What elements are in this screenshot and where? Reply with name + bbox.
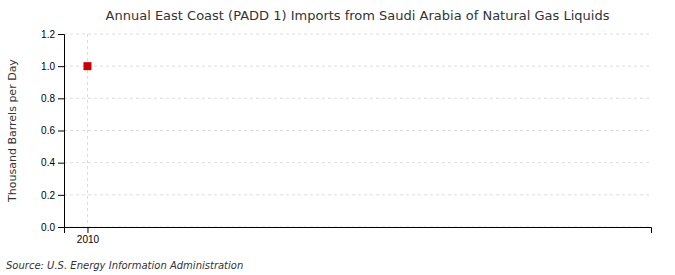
x-axis: 2010 (65, 227, 652, 245)
y-axis-tick-label: 0.6 (41, 125, 55, 136)
y-axis-tick-mark (58, 34, 64, 35)
y-axis-tick-label: 1.0 (41, 61, 55, 72)
grid-line-y (64, 130, 651, 131)
y-axis-tick: 0.4 (41, 157, 64, 168)
grid-line-y (64, 66, 651, 67)
y-axis-tick: 0.0 (41, 222, 64, 233)
y-axis-tick-label: 0.4 (41, 157, 55, 168)
grid-line-y (64, 194, 651, 195)
y-axis-tick: 0.6 (41, 125, 64, 136)
y-axis-tick-mark (58, 98, 64, 99)
x-axis-tick: 2010 (77, 227, 100, 245)
grid-line-y (64, 162, 651, 163)
plot-area: 2010 0.0 0.2 0.4 0.6 0.8 1.0 1.2 (41, 29, 651, 245)
grid (64, 34, 651, 227)
y-axis: 0.0 0.2 0.4 0.6 0.8 1.0 1.2 (41, 29, 64, 233)
x-axis-tick-label: 2010 (77, 234, 100, 245)
y-axis-line (58, 35, 65, 228)
y-axis-tick-label: 0.0 (41, 222, 55, 233)
y-axis-tick: 1.2 (41, 29, 64, 40)
grid-line-y (64, 98, 651, 99)
y-axis-tick: 0.8 (41, 93, 64, 104)
x-axis-line (65, 228, 652, 234)
y-axis-tick-label: 1.2 (41, 29, 55, 40)
y-axis-tick-mark (58, 195, 64, 196)
y-axis-tick-mark (58, 66, 64, 67)
chart-container: 2010 0.0 0.2 0.4 0.6 0.8 1.0 1.2 Annual East Coa… (0, 0, 675, 275)
y-axis-tick: 1.0 (41, 61, 64, 72)
y-axis-tick-mark (58, 227, 64, 228)
y-axis-tick-label: 0.2 (41, 190, 55, 201)
marks (83, 62, 91, 70)
point (83, 62, 91, 70)
title: Annual East Coast (PADD 1) Imports from … (106, 8, 610, 23)
y-axis-tick: 0.2 (41, 190, 64, 201)
y-axis-tick-label: 0.8 (41, 93, 55, 104)
y-axis-tick-mark (58, 131, 64, 132)
y-axis-title: Thousand Barrels per Day (6, 59, 19, 203)
chart-svg: 2010 0.0 0.2 0.4 0.6 0.8 1.0 1.2 Annual East Coa… (0, 0, 675, 275)
annotation: Source: U.S. Energy Information Administ… (6, 260, 243, 271)
y-axis-tick-mark (58, 163, 64, 164)
x-axis-tick-mark (87, 227, 88, 233)
grid-line-y (64, 34, 651, 35)
